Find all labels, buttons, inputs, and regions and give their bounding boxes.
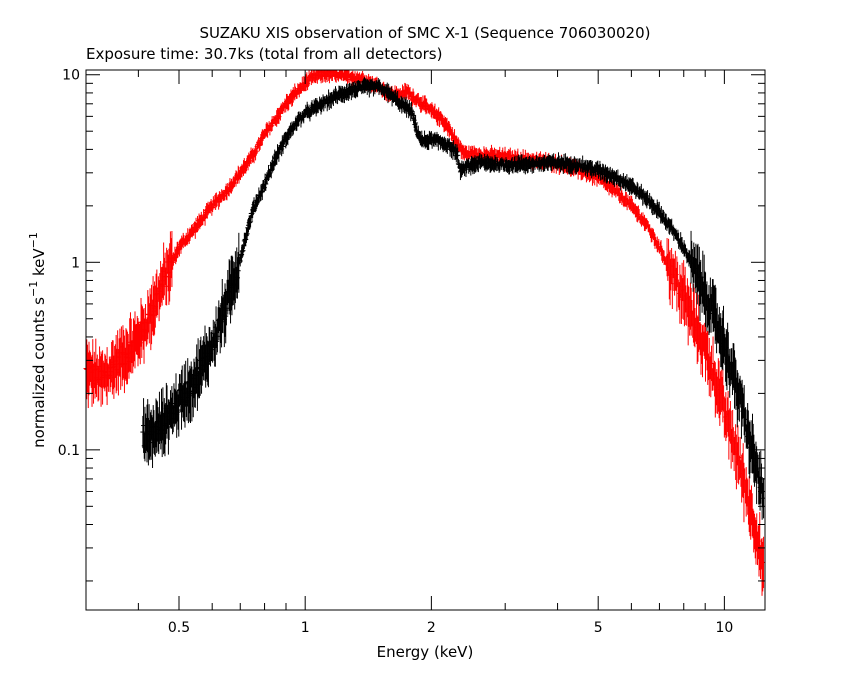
y-axis-label-mid: keV (30, 248, 48, 281)
chart-subtitle: Exposure time: 30.7ks (total from all de… (86, 45, 442, 63)
x-tick-label: 10 (715, 620, 733, 636)
data-series-2 (140, 77, 765, 520)
x-tick-label: 2 (427, 620, 436, 636)
y-tick-label: 1 (71, 255, 80, 271)
chart-title: SUZAKU XIS observation of SMC X-1 (Seque… (200, 24, 651, 42)
y-axis-label-sup1: −1 (27, 281, 40, 297)
x-axis-label: Energy (keV) (377, 643, 474, 661)
y-tick-label: 10 (62, 68, 80, 84)
y-tick-label: 0.1 (58, 443, 80, 459)
x-tick-label: 1 (301, 620, 310, 636)
data-series-layer (83, 70, 765, 596)
x-tick-label: 5 (594, 620, 603, 636)
y-axis-label: normalized counts s−1 keV−1 (27, 232, 48, 448)
data-series-1 (83, 70, 765, 596)
axis-ticks-layer: 0.5 1 2 5 10 0.1 1 10 (58, 68, 765, 636)
plot-frame (85, 69, 766, 611)
y-axis-label-sup2: −1 (27, 232, 40, 248)
y-axis-label-main: normalized counts s (30, 297, 48, 448)
x-tick-label: 0.5 (168, 620, 190, 636)
